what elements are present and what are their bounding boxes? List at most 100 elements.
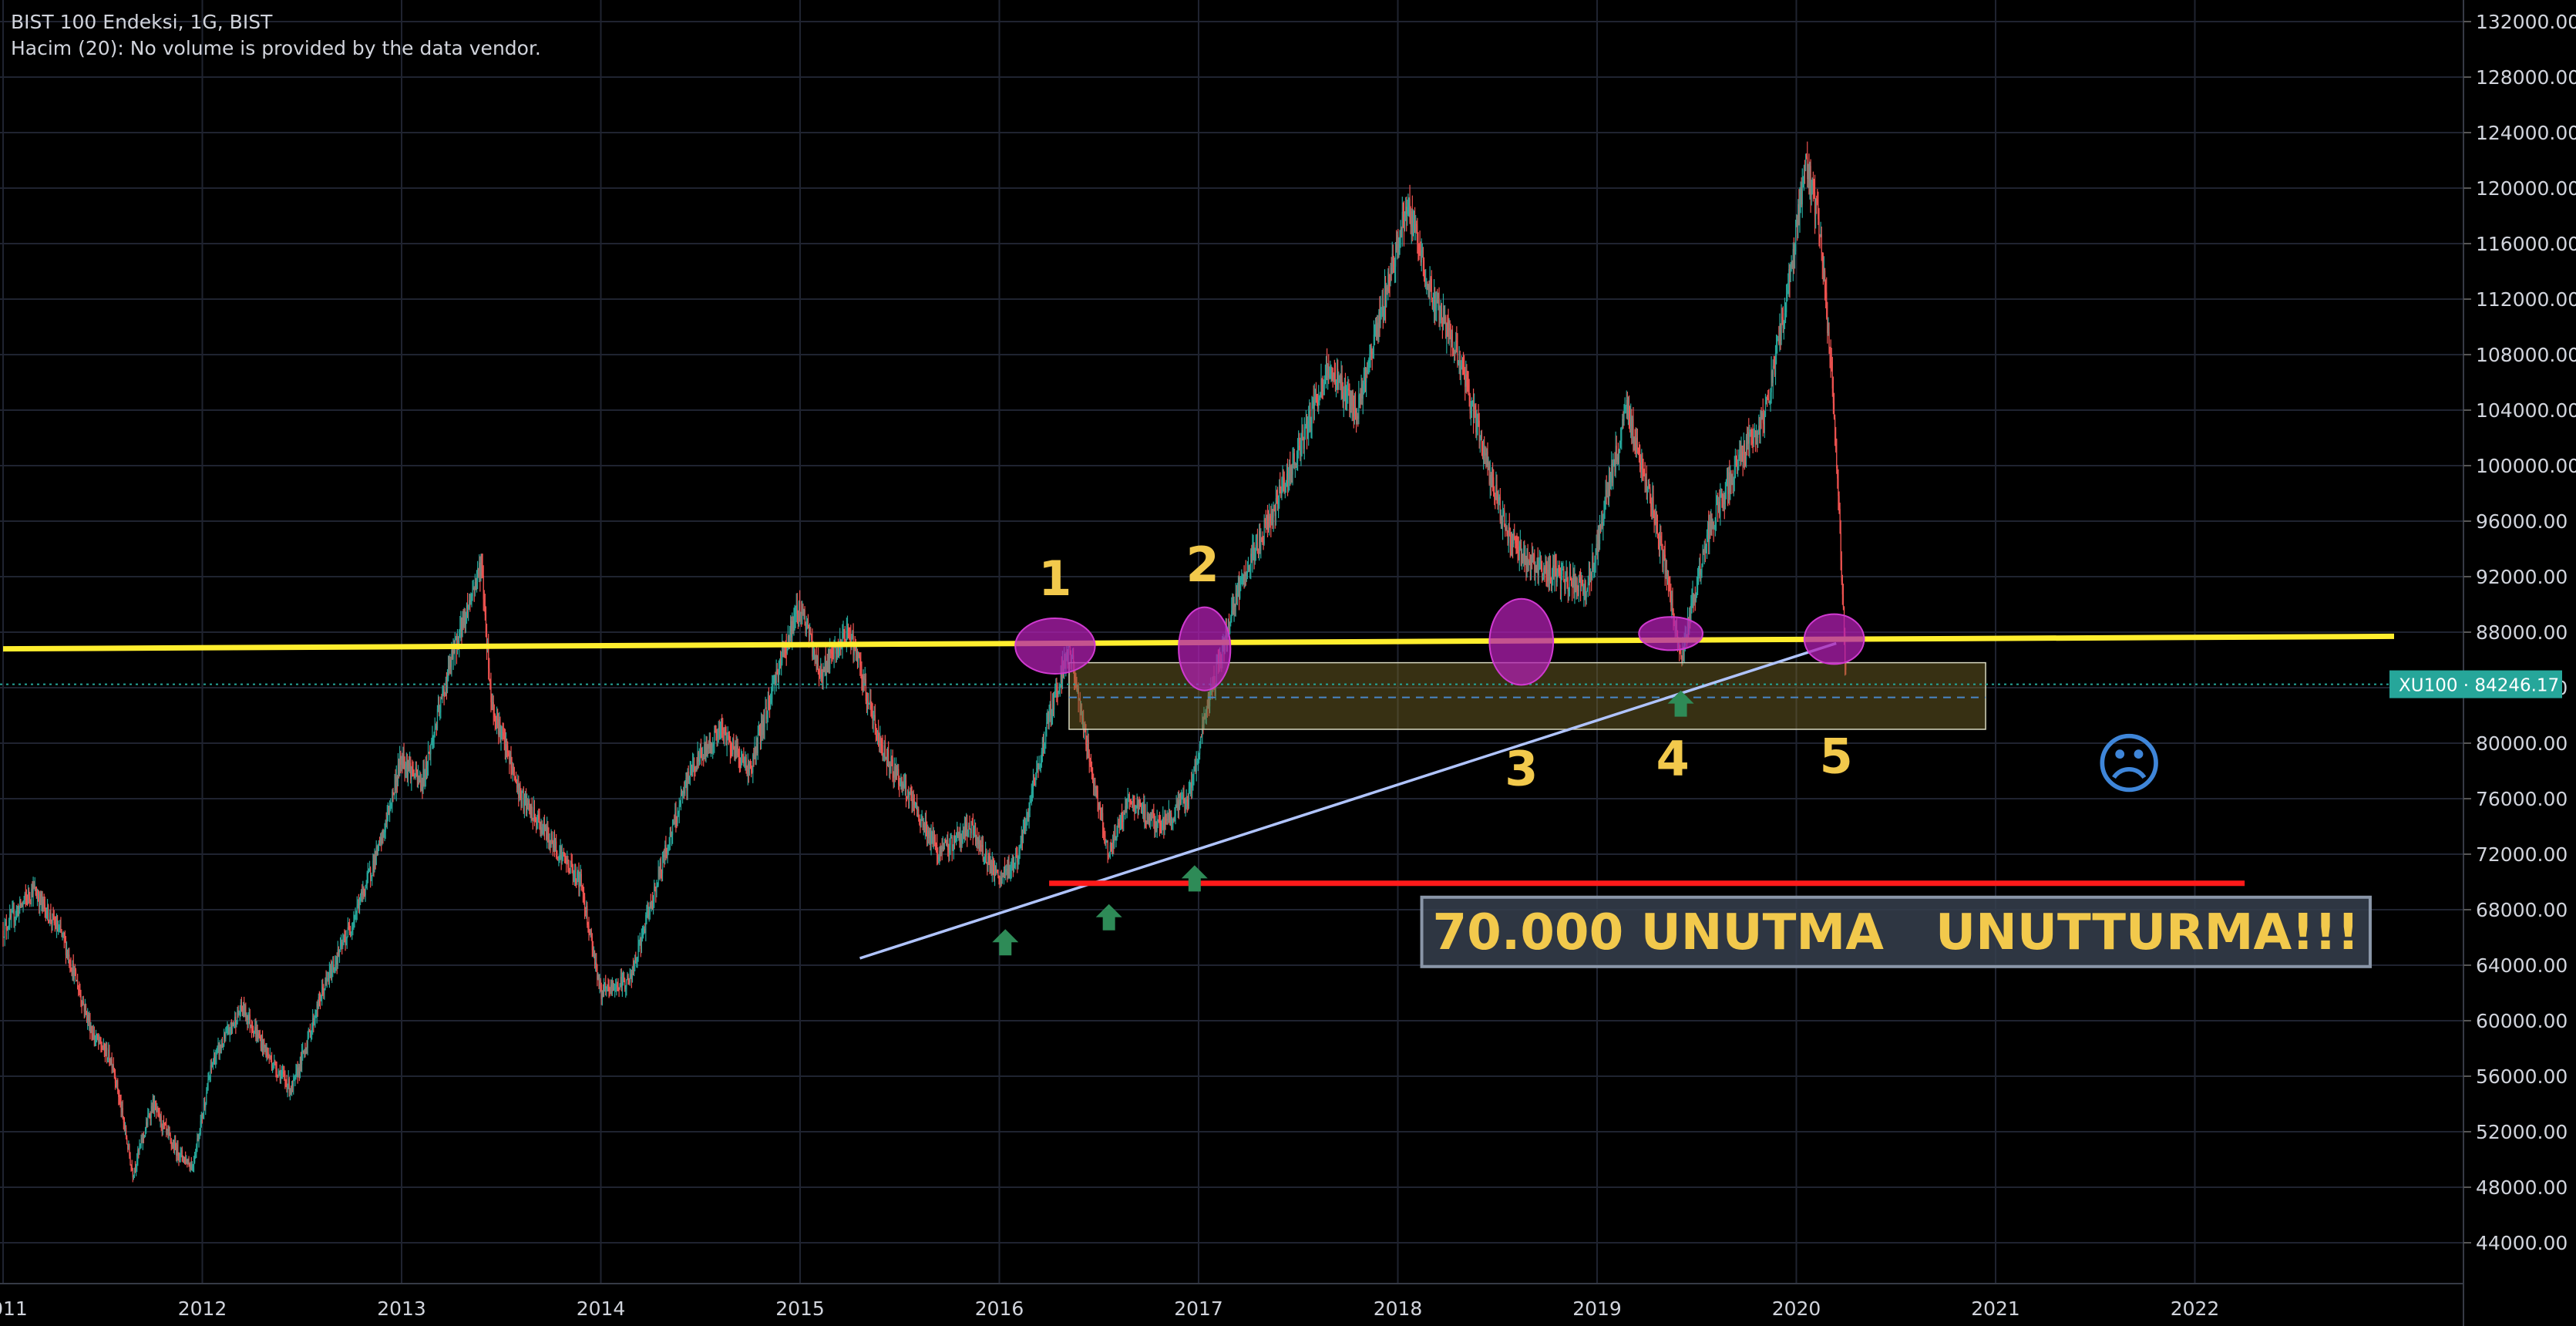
candle [919,814,920,826]
candle-body [461,618,462,637]
candle-body [1196,762,1197,772]
candle [769,693,772,710]
candle-body [143,1134,144,1136]
candle-body [116,1080,118,1086]
candle [995,865,997,877]
candle [709,732,711,754]
candle-body [1343,392,1344,402]
candle-body [1192,774,1194,779]
candle [1348,379,1350,396]
candle-body [113,1070,115,1074]
candle [429,745,431,761]
candle [366,870,368,890]
candle-body [816,655,817,670]
candle [1102,804,1104,839]
price-axis: 44000.0048000.0052000.0056000.0060000.00… [2463,11,2576,1254]
candle-body [714,730,715,743]
candle-body [90,1030,92,1033]
candle [1116,825,1118,841]
candle-body [1032,780,1034,789]
candle [726,732,728,757]
candle-body [1361,383,1363,399]
price-tick-label: 116000.00 [2476,233,2576,255]
candle-body [805,625,806,634]
candle [996,862,997,875]
candle [177,1140,179,1161]
candle-body [247,1018,249,1023]
candle [165,1122,166,1126]
candle [903,774,904,792]
candle [1148,813,1149,826]
candle-body [870,700,872,709]
candle [118,1089,119,1106]
candle-body [964,822,967,836]
candle-body [899,784,900,786]
candle-body [533,807,536,816]
candle [60,917,62,933]
candle [474,574,476,597]
candle [822,662,824,690]
candle [308,1028,310,1032]
candle [1197,750,1199,772]
candle [989,848,990,875]
candle-body [1272,510,1273,518]
candle [301,1043,303,1072]
candle [163,1115,165,1129]
candle-body [463,611,465,628]
candle-body [648,914,650,917]
candle-body [144,1129,146,1136]
candle-body [583,897,586,910]
candle [793,607,795,636]
candle [1083,709,1085,739]
candle [1286,458,1289,496]
candle [215,1049,217,1069]
candle-body [897,769,899,775]
candle-body [134,1168,136,1170]
candle-body [628,981,630,983]
candle [1012,854,1014,877]
candle [407,759,409,786]
candle-body [62,932,64,934]
candle [312,1009,314,1035]
candle [178,1152,180,1166]
candle-body [529,800,530,805]
candle-body [339,944,341,952]
candle-body [1236,593,1237,601]
candle [1209,690,1211,714]
candle [510,745,512,779]
candle [328,971,329,985]
candle [1193,766,1195,786]
candle [136,1153,138,1173]
candle [575,863,577,887]
candle-body [494,717,496,722]
candle-body [1078,699,1080,701]
candle-body [263,1039,264,1051]
candle-body [763,718,765,728]
candle-body [380,837,382,843]
candle [1252,533,1253,573]
candle-body [278,1070,280,1072]
candle [611,977,613,997]
candle [388,805,390,816]
candle-body [810,631,812,635]
candle-body [1354,407,1357,412]
candle [1333,372,1334,382]
candle-body [822,668,824,679]
candle [1293,448,1295,469]
candle-body [391,803,392,806]
candle [1075,672,1077,689]
time-tick-label: 2016 [975,1297,1024,1320]
candle-body [836,649,839,651]
candle [673,819,674,826]
candle [1052,692,1054,716]
candle [1099,801,1101,820]
candle [663,850,664,863]
candle-body [990,860,991,865]
candle-body [212,1061,214,1063]
candle [1149,812,1152,830]
candle [1304,423,1306,440]
candle [214,1052,216,1065]
candle-body [1130,801,1132,803]
